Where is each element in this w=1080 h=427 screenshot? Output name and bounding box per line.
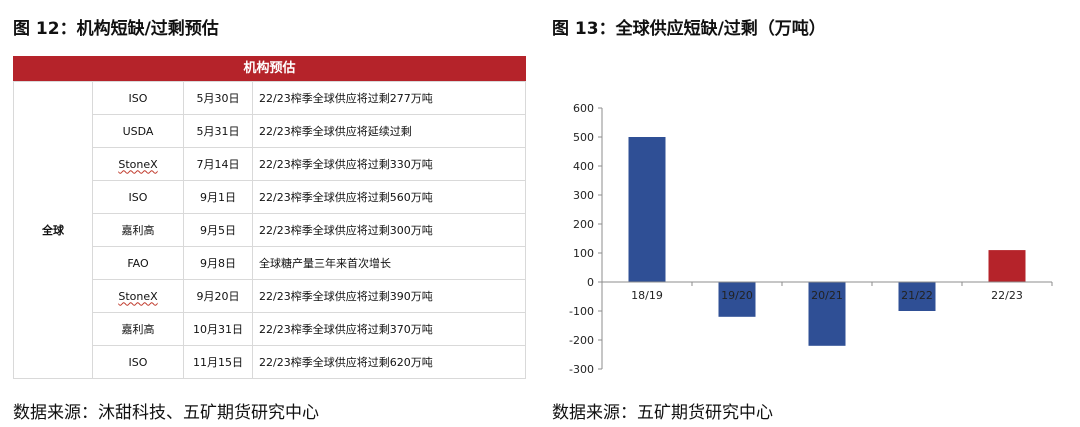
org-name: 嘉利高 — [121, 224, 155, 237]
org-cell: 嘉利高 — [92, 312, 184, 346]
y-tick-label: -300 — [569, 363, 594, 376]
org-name: ISO — [128, 91, 148, 105]
org-cell: ISO — [92, 180, 184, 214]
org-cell: USDA — [92, 114, 184, 148]
org-name: 嘉利高 — [121, 323, 155, 336]
note-cell: 22/23榨季全球供应将过剩300万吨 — [252, 213, 526, 247]
balance-bar-chart: -300 -200 -100 0 100 200 300 400 500 600 18/19 19/2… — [569, 102, 1053, 376]
note-cell: 22/23榨季全球供应将过剩330万吨 — [252, 147, 526, 181]
bar-20-21 — [808, 282, 846, 346]
estimate-table: 机构预估 全球 ISO 5月30日 22/23榨季全球供应将过剩277万吨 USDA 5月… — [13, 56, 526, 382]
x-tick-label: 20/21 — [811, 289, 843, 302]
table-row: USDA 5月31日 22/23榨季全球供应将延续过剩 — [14, 114, 526, 148]
right-source-note: 数据来源：五矿期货研究中心 — [552, 403, 773, 423]
bar-21-22 — [898, 282, 936, 311]
org-name: ISO — [128, 190, 148, 204]
org-cell: 嘉利高 — [92, 213, 184, 247]
y-tick-label: 300 — [573, 189, 594, 202]
y-tick-label: 500 — [573, 131, 594, 144]
y-tick-label: 0 — [587, 276, 594, 289]
org-cell: StoneX — [92, 279, 184, 313]
table-header: 机构预估 — [13, 56, 526, 81]
bar-22-23 — [988, 250, 1026, 282]
note-cell: 22/23榨季全球供应将过剩560万吨 — [252, 180, 526, 214]
date-cell: 11月15日 — [183, 345, 253, 379]
x-tick-label: 18/19 — [631, 289, 663, 302]
table-row: ISO 11月15日 22/23榨季全球供应将过剩620万吨 — [14, 345, 526, 379]
date-cell: 5月31日 — [183, 114, 253, 148]
table-row: 嘉利高 10月31日 22/23榨季全球供应将过剩370万吨 — [14, 312, 526, 346]
table-row: ISO 9月1日 22/23榨季全球供应将过剩560万吨 — [14, 180, 526, 214]
date-cell: 9月8日 — [183, 246, 253, 280]
date-cell: 7月14日 — [183, 147, 253, 181]
note-cell: 22/23榨季全球供应将过剩277万吨 — [252, 81, 526, 115]
note-cell: 22/23榨季全球供应将过剩390万吨 — [252, 279, 526, 313]
table-row: 全球 ISO 5月30日 22/23榨季全球供应将过剩277万吨 — [13, 81, 526, 379]
estimate-table-body: 全球 ISO 5月30日 22/23榨季全球供应将过剩277万吨 USDA 5月31日 22… — [13, 81, 526, 379]
y-tick-label: 200 — [573, 218, 594, 231]
table-row: StoneX 7月14日 22/23榨季全球供应将过剩330万吨 — [14, 147, 526, 181]
y-tick-label: 100 — [573, 247, 594, 260]
x-tick-label: 21/22 — [901, 289, 933, 302]
org-name: USDA — [122, 124, 154, 138]
org-name: ISO — [128, 355, 148, 369]
bar-18-19 — [628, 137, 666, 282]
org-cell: ISO — [92, 345, 184, 379]
date-cell: 9月5日 — [183, 213, 253, 247]
y-tick-label: 600 — [573, 102, 594, 115]
left-source-note: 数据来源：沐甜科技、五矿期货研究中心 — [13, 403, 319, 423]
org-cell: ISO — [92, 81, 184, 115]
table-row: FAO 9月8日 全球糖产量三年来首次增长 — [14, 246, 526, 280]
date-cell: 9月1日 — [183, 180, 253, 214]
y-tick-label: -200 — [569, 334, 594, 347]
date-cell: 5月30日 — [183, 81, 253, 115]
table-row: 嘉利高 9月5日 22/23榨季全球供应将过剩300万吨 — [14, 213, 526, 247]
note-cell: 全球糖产量三年来首次增长 — [252, 246, 526, 280]
org-name: StoneX — [118, 157, 158, 171]
left-figure-title: 图 12：机构短缺/过剩预估 — [13, 19, 219, 39]
x-tick-label: 19/20 — [721, 289, 753, 302]
region-cell: 全球 — [13, 81, 93, 379]
org-name: FAO — [127, 256, 149, 270]
org-name: StoneX — [118, 289, 158, 303]
org-cell: FAO — [92, 246, 184, 280]
note-cell: 22/23榨季全球供应将过剩620万吨 — [252, 345, 526, 379]
y-tick-label: 400 — [573, 160, 594, 173]
note-cell: 22/23榨季全球供应将延续过剩 — [252, 114, 526, 148]
date-cell: 10月31日 — [183, 312, 253, 346]
y-tick-label: -100 — [569, 305, 594, 318]
x-tick-label: 22/23 — [991, 289, 1023, 302]
bar-19-20 — [718, 282, 756, 317]
note-cell: 22/23榨季全球供应将过剩370万吨 — [252, 312, 526, 346]
right-figure-title: 图 13：全球供应短缺/过剩（万吨） — [552, 19, 826, 39]
org-cell: StoneX — [92, 147, 184, 181]
date-cell: 9月20日 — [183, 279, 253, 313]
